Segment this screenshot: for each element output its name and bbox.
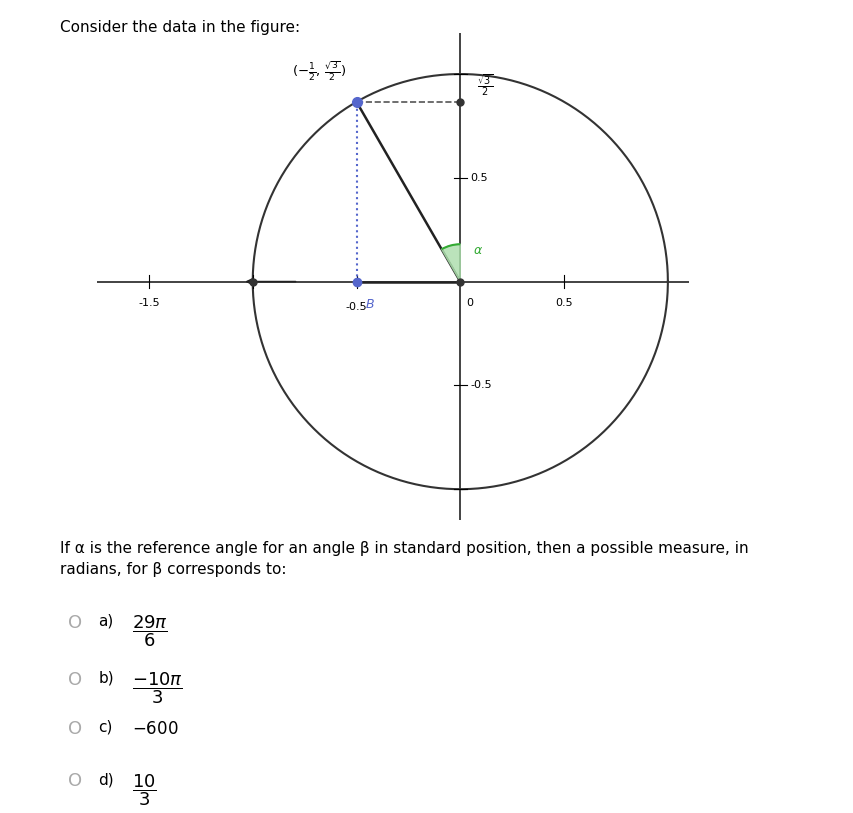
Text: c): c) [98, 720, 113, 734]
Text: b): b) [98, 671, 113, 685]
Text: O: O [68, 772, 83, 790]
Text: $(-\frac{1}{2},\,\frac{\sqrt{3}}{2})$: $(-\frac{1}{2},\,\frac{\sqrt{3}}{2})$ [291, 60, 345, 83]
Text: 0.5: 0.5 [554, 298, 572, 308]
Text: O: O [68, 614, 83, 632]
Text: a): a) [98, 614, 113, 628]
Text: If α is the reference angle for an angle β in standard position, then a possible: If α is the reference angle for an angle… [60, 541, 747, 576]
Text: $\dfrac{10}{3}$: $\dfrac{10}{3}$ [132, 772, 157, 808]
Text: $\dfrac{-10\pi}{3}$: $\dfrac{-10\pi}{3}$ [132, 671, 183, 706]
Text: $-600$: $-600$ [132, 720, 178, 737]
Text: $\alpha$: $\alpha$ [473, 244, 482, 257]
Text: 0.5: 0.5 [470, 173, 488, 183]
Text: $B$: $B$ [364, 298, 374, 311]
Text: $\frac{\sqrt{3}}{2}$: $\frac{\sqrt{3}}{2}$ [476, 72, 492, 98]
Text: 0: 0 [466, 298, 473, 308]
Text: -1.5: -1.5 [138, 298, 160, 308]
Text: $\dfrac{29\pi}{6}$: $\dfrac{29\pi}{6}$ [132, 614, 168, 650]
Text: Consider the data in the figure:: Consider the data in the figure: [60, 20, 299, 35]
Text: d): d) [98, 772, 113, 787]
Text: O: O [68, 671, 83, 689]
Text: -0.5: -0.5 [345, 302, 367, 312]
Text: O: O [68, 720, 83, 737]
Polygon shape [441, 244, 460, 281]
Text: -0.5: -0.5 [470, 380, 491, 390]
